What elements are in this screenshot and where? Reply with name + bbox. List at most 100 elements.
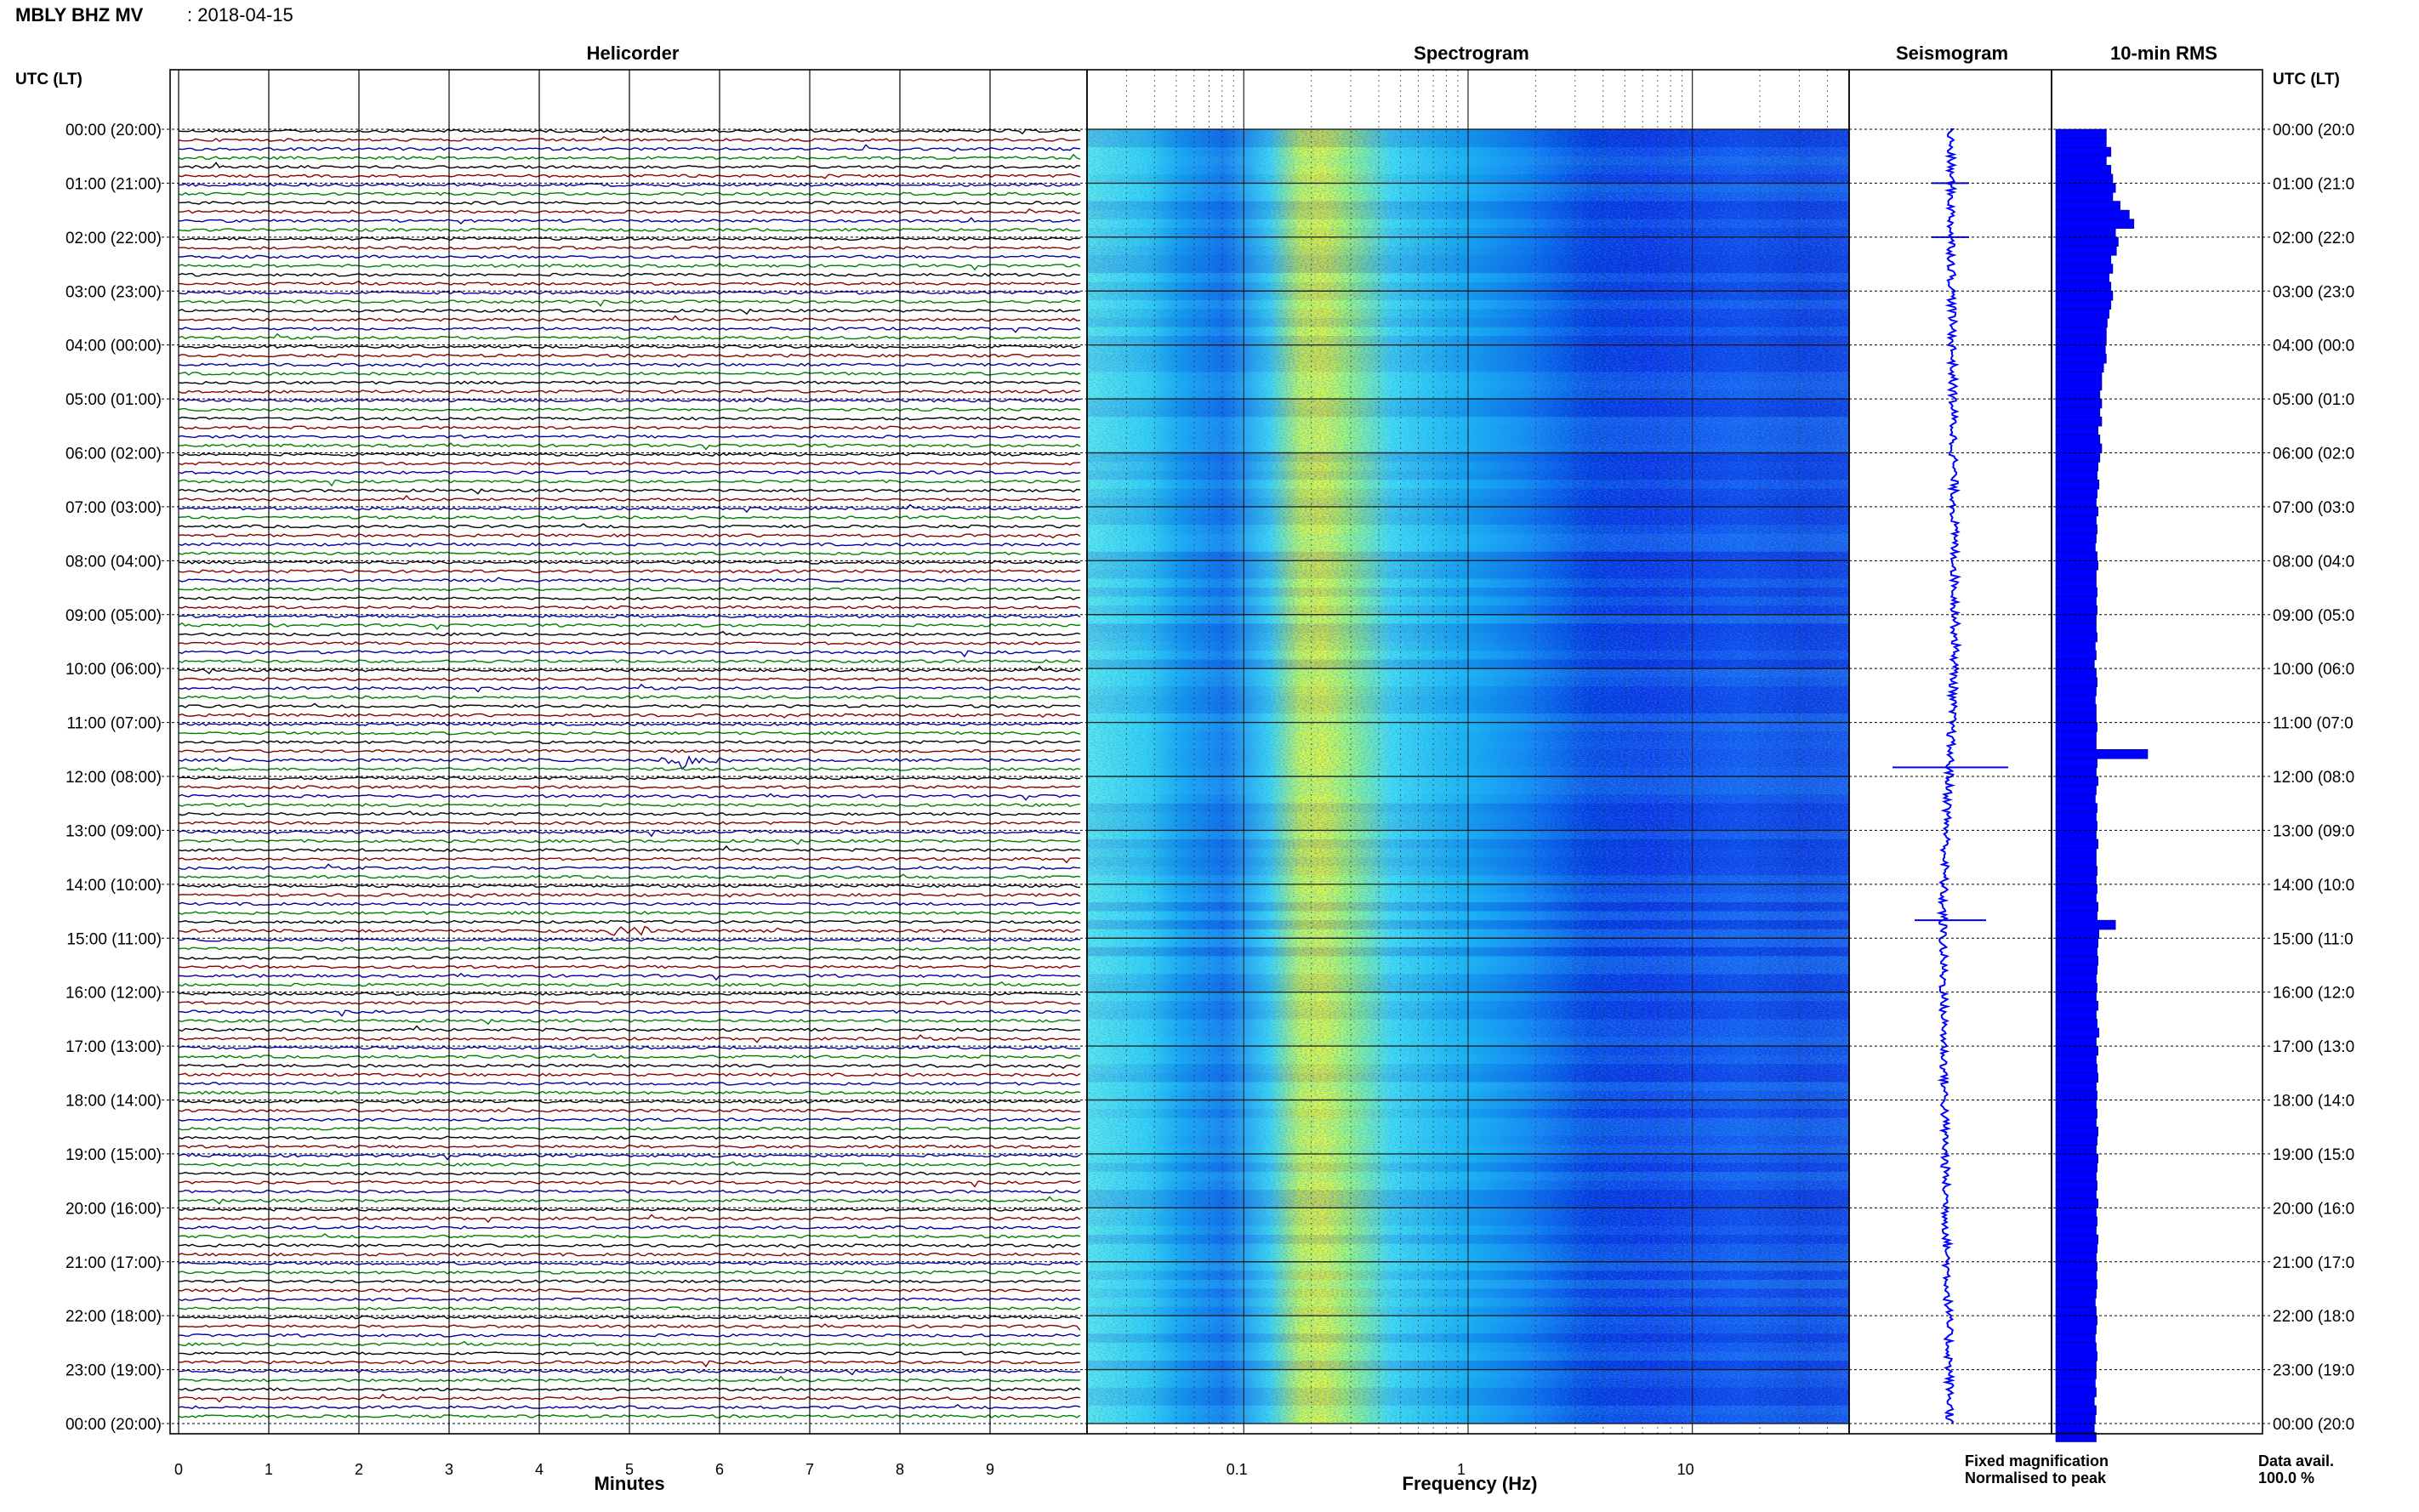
spectrogram-band [1087,1100,1849,1110]
spectrogram-band [1087,407,1849,418]
spectrogram-band [1087,1019,1849,1028]
left-time-tick-label: 14:00 (10:00) [65,877,162,895]
spectrogram-band [1087,201,1849,211]
rms-bar [2055,1009,2097,1020]
rms-bar [2055,1387,2097,1397]
rms-bar [2055,524,2097,535]
spectrogram-title: Spectrogram [1414,43,1529,64]
right-time-tick-label: 14:00 (10:0 [2273,877,2354,895]
spectrogram-band [1087,462,1849,471]
rms-bar [2055,740,2097,750]
left-time-tick-label: 06:00 (02:00) [65,446,162,463]
spectrogram-band [1087,992,1849,1002]
spectrogram-band [1087,1378,1849,1388]
rms-bar [2055,596,2097,606]
rms-bar [2055,372,2103,382]
spectrogram-band [1087,974,1849,984]
spectrogram-band [1087,470,1849,480]
date-title: : 2018-04-15 [187,4,293,26]
spectrogram-band [1087,722,1849,732]
spectrogram-band [1087,372,1849,381]
spectrogram-band [1087,138,1849,148]
left-time-tick-label: 16:00 (12:00) [65,985,162,1003]
right-time-tick-label: 00:00 (20:0 [2273,1416,2354,1434]
rms-bar [2055,416,2103,427]
rms-bar [2055,695,2096,706]
spectrogram-band [1087,758,1849,768]
spectrogram-band [1087,1135,1849,1145]
right-time-tick-label: 11:00 (07:0 [2273,715,2354,733]
rms-bar [2055,623,2097,634]
rms-bar [2055,937,2098,948]
left-time-tick-label: 23:00 (19:00) [65,1362,162,1380]
left-time-tick-label: 08:00 (04:00) [65,553,162,571]
rms-bar [2055,309,2109,319]
spectrogram-band [1087,1306,1849,1316]
rms-bar [2055,668,2097,679]
spectrogram-band [1087,1190,1849,1199]
right-time-tick-label: 09:00 (05:0 [2273,607,2354,625]
right-time-tick-label: 06:00 (02:0 [2273,446,2354,463]
left-time-tick-label: 03:00 (23:00) [65,283,162,301]
rms-bar [2055,1297,2096,1308]
rms-bar [2055,929,2100,939]
rms-bar [2055,713,2097,724]
spectrogram-band [1087,830,1849,839]
spectrogram-band [1087,309,1849,318]
rms-bar [2055,146,2112,157]
minutes-axis-title: Minutes [594,1473,664,1494]
spectrogram-band [1087,1145,1849,1154]
rms-bar [2055,1153,2098,1164]
right-time-tick-label: 12:00 (08:0 [2273,769,2354,787]
rms-bar [2055,201,2120,211]
spectrogram-band [1087,713,1849,723]
minute-tick-label: 2 [355,1461,363,1478]
rms-bar [2055,1252,2097,1263]
spectrogram-band [1087,838,1849,849]
rms-bar [2055,488,2097,499]
rms-bar [2055,353,2107,364]
rms-bar [2055,183,2116,193]
minute-tick-label: 5 [625,1461,634,1478]
spectrogram-band [1087,803,1849,813]
spectrogram-band [1087,1180,1849,1191]
left-time-tick-label: 12:00 (08:00) [65,769,162,787]
spectrogram-band [1087,866,1849,876]
rms-bar [2055,389,2101,400]
left-time-tick-label: 22:00 (18:00) [65,1308,162,1326]
spectrogram-grid [1087,70,1849,1434]
rms-bar [2055,479,2100,490]
spectrogram-band [1087,1072,1849,1083]
left-time-tick-label: 05:00 (01:00) [65,391,162,409]
spectrogram-band [1087,299,1849,310]
rms-bar [2055,578,2097,588]
spectrogram-band [1087,686,1849,696]
spectrogram-band [1087,569,1849,579]
spectrogram-band [1087,1216,1849,1226]
spectrogram-band [1087,452,1849,463]
rms-bar [2055,1360,2097,1371]
rms-bar [2055,830,2097,840]
spectrogram-band [1087,389,1849,400]
spectrogram-band [1087,893,1849,902]
rms-bar [2055,974,2097,984]
spectrogram-band [1087,219,1849,229]
spectrogram-band [1087,1054,1849,1065]
spectrogram-band [1087,1082,1849,1091]
spectrogram-band [1087,578,1849,588]
spectrogram-band [1087,129,1849,139]
rms-bar [2055,748,2149,759]
spectrogram-band [1087,956,1849,965]
spectrogram-band [1087,1001,1849,1010]
rms-bar [2055,956,2098,966]
axes: 0 1 2 3 4 5 6 7 8 9 0.1 1 10 00:00 (20:00) 01:00 (21:0… [65,69,2354,1478]
spectrogram-band [1087,668,1849,678]
spectrogram-band [1087,281,1849,292]
spectrogram-band [1087,632,1849,642]
rms-bar [2055,605,2097,616]
rms-bar [2055,1279,2097,1290]
spectrogram-band [1087,362,1849,372]
rms-bar [2055,1162,2097,1173]
rms-bar [2055,911,2097,921]
